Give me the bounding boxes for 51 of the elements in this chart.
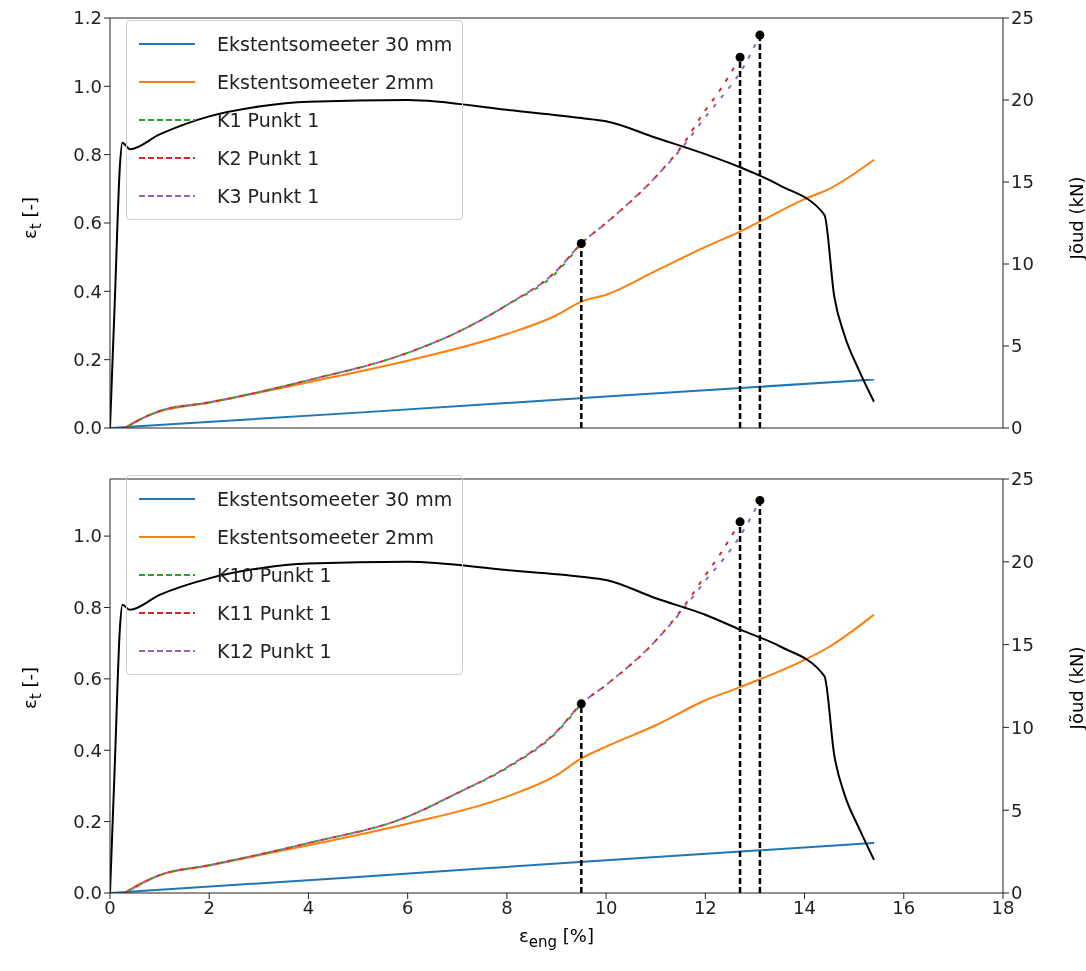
y2-tick-label: 25 (1011, 468, 1034, 490)
y-tick-label: 1.2 (73, 7, 102, 29)
y2-tick-label: 5 (1011, 799, 1023, 821)
y-tick-label: 0.4 (73, 739, 102, 761)
y2-tick-label: 0 (1011, 417, 1023, 439)
x-tick-label: 0 (104, 896, 116, 918)
x-tick-label: 12 (693, 896, 717, 918)
y-tick-label: 0.8 (73, 596, 102, 618)
point (735, 517, 745, 527)
y2-tick-label: 20 (1011, 551, 1034, 573)
y-tick-label: 0.6 (73, 668, 102, 690)
point (735, 52, 745, 62)
x-tick-label: 14 (793, 896, 817, 918)
legend-label: K3 Punkt 1 (217, 185, 320, 207)
point (576, 699, 586, 709)
x-tick-label: 16 (892, 896, 916, 918)
x-tick-label: 6 (401, 896, 414, 918)
y2-tick-label: 25 (1011, 7, 1034, 29)
y2-tick-label: 5 (1011, 335, 1023, 357)
x-tick-label: 4 (302, 896, 315, 918)
legend-label: K1 Punkt 1 (217, 109, 320, 131)
y-tick-label: 0.0 (73, 882, 102, 904)
y-tick-label: 0.0 (73, 417, 102, 439)
y-tick-label: 1.0 (73, 75, 102, 97)
y2-tick-label: 10 (1011, 716, 1034, 738)
legend-label: K2 Punkt 1 (217, 147, 320, 169)
legend-label: Ekstentsomeeter 30 mm (217, 488, 453, 510)
y-tick-label: 0.2 (73, 811, 102, 833)
legend-label: K12 Punkt 1 (217, 640, 332, 662)
x-axis-title: ε$_{eng}$ [%] (519, 925, 594, 951)
legend-label: Ekstentsomeeter 30 mm (217, 33, 453, 55)
x-tick-label: 10 (594, 896, 618, 918)
x-tick-label: 8 (501, 896, 513, 918)
y2-tick-label: 10 (1011, 253, 1034, 275)
y-tick-label: 1.0 (73, 525, 102, 547)
legend-label: Ekstentsomeeter 2mm (217, 71, 435, 93)
legend-label: K11 Punkt 1 (217, 602, 332, 624)
x-tick-label: 2 (203, 896, 215, 918)
y-tick-label: 0.8 (73, 144, 102, 166)
legend-label: Ekstentsomeeter 2mm (217, 526, 435, 548)
point (755, 30, 765, 40)
y-tick-label: 0.4 (73, 280, 102, 302)
point (755, 495, 765, 505)
y-tick-label: 0.2 (73, 349, 102, 371)
y2-axis-title: Jõud (kN) (1065, 176, 1086, 260)
y2-tick-label: 15 (1011, 171, 1034, 193)
point (576, 238, 586, 249)
y2-tick-label: 15 (1011, 633, 1034, 655)
y2-axis-title: Jõud (kN) (1065, 646, 1086, 730)
y-tick-label: 0.6 (73, 212, 102, 234)
y2-tick-label: 20 (1011, 89, 1034, 111)
